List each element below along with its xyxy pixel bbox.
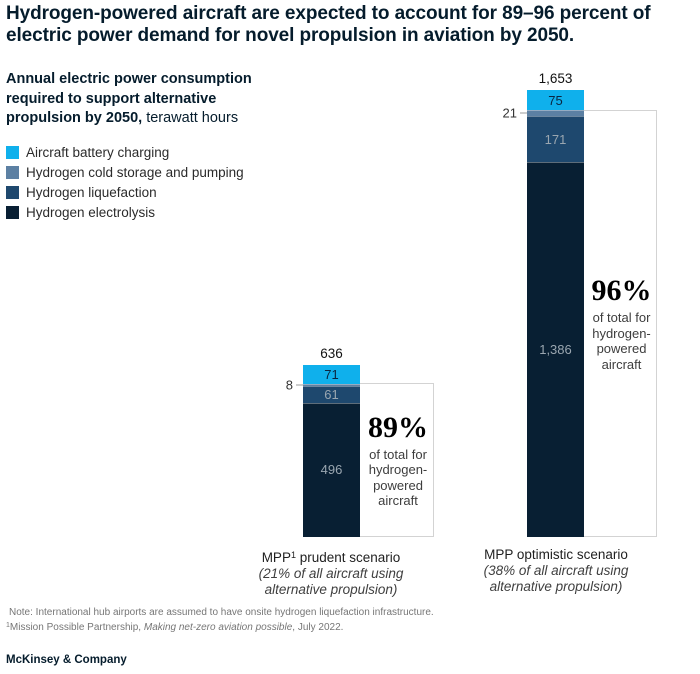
percent-caption: of total for hydrogen-powered aircraft [368, 446, 428, 509]
axis-label-text: prudent scenario [295, 550, 401, 565]
axis-label-sub: (38% of all aircraft using alternative p… [483, 563, 629, 594]
segment-liquefaction: 61 [303, 386, 360, 403]
tick-label: 21 [502, 105, 517, 121]
footnotes: Note: International hub airports are ass… [6, 607, 434, 634]
bar-optimistic-scenario: 1,653 75 21 171 1,386 [503, 71, 584, 537]
footnote-note: Note: International hub airports are ass… [9, 607, 434, 618]
tick-dash [296, 384, 303, 386]
legend-label: Hydrogen liquefaction [26, 184, 157, 200]
tick-cold-storage: 21 [503, 106, 527, 121]
percent-caption: of total for hydrogen-powered aircraft [592, 310, 651, 372]
axis-label-sup: 1 [290, 550, 296, 560]
cold-storage-swatch-icon [6, 165, 19, 179]
tick-cold-storage: 8 [286, 378, 303, 393]
axis-label-main: MPP1 prudent scenario [236, 547, 426, 566]
segment-electrolysis: 496 [303, 402, 360, 537]
percent-value: 89% [368, 410, 428, 444]
legend: Aircraft battery charging Hydrogen cold … [6, 142, 244, 222]
footnote-source-text: , July 2022. [292, 621, 344, 633]
segment-value: 496 [320, 462, 343, 478]
footnote-source-text: Mission Possible Partnership, [9, 621, 144, 633]
axis-label-text: MPP [261, 550, 291, 565]
footnote-source-title: Making net-zero aviation possible [143, 621, 293, 633]
share-box-text: 89% of total for hydrogen-powered aircra… [361, 384, 435, 536]
battery-swatch-icon [6, 145, 19, 159]
liquefaction-swatch-icon [6, 185, 19, 199]
segment-value: 61 [324, 387, 339, 403]
segment-battery-charging: 75 [527, 90, 584, 111]
page-title-line2: electric power demand for novel propulsi… [6, 24, 575, 46]
chart-subtitle: Annual electric power consumption requir… [6, 70, 268, 129]
percent-value: 96% [591, 274, 652, 307]
tick-label: 8 [285, 377, 293, 393]
legend-label: Hydrogen cold storage and pumping [26, 164, 244, 180]
bar-prudent-scenario: 636 71 8 61 496 [286, 346, 360, 537]
tick-dash [520, 112, 527, 114]
legend-item-electrolysis: Hydrogen electrolysis [6, 202, 244, 222]
footnote-source-sup: 1 [6, 621, 10, 629]
electrolysis-swatch-icon [6, 205, 19, 219]
segment-value: 1,386 [539, 342, 572, 358]
share-box-text: 96% of total for hydrogen-powered aircra… [585, 111, 658, 536]
segment-value: 71 [324, 367, 339, 383]
legend-label: Hydrogen electrolysis [26, 204, 156, 220]
segment-battery-charging: 71 [303, 365, 360, 385]
bar-total-label: 1,653 [538, 71, 573, 87]
chart-subtitle-unit: terawatt hours [142, 110, 239, 126]
segment-value: 171 [544, 131, 567, 147]
legend-label: Aircraft battery charging [26, 144, 170, 160]
segment-liquefaction: 171 [527, 116, 584, 163]
bar-total-label: 636 [320, 346, 343, 362]
page-title: Hydrogen-powered aircraft are expected t… [6, 3, 651, 46]
legend-item-battery: Aircraft battery charging [6, 142, 244, 162]
segment-cold-storage: 21 [503, 106, 584, 121]
segment-electrolysis: 1,386 [527, 162, 584, 537]
legend-item-liquefaction: Hydrogen liquefaction [6, 182, 244, 202]
axis-label-optimistic: MPP optimistic scenario (38% of all airc… [461, 547, 651, 595]
axis-label-prudent: MPP1 prudent scenario (21% of all aircra… [236, 547, 426, 598]
segment-cold-storage: 8 [286, 378, 360, 393]
page-title-line1: Hydrogen-powered aircraft are expected t… [6, 3, 651, 24]
segment-value: 75 [548, 92, 563, 108]
axis-label-main: MPP optimistic scenario [484, 547, 628, 562]
legend-item-cold-storage: Hydrogen cold storage and pumping [6, 162, 244, 182]
axis-label-sub: (21% of all aircraft using alternative p… [258, 566, 404, 597]
chart-subtitle-bold: Annual electric power consumption requir… [6, 71, 252, 126]
footnote-source: 1Mission Possible Partnership, Making ne… [6, 620, 434, 635]
mckinsey-brand: McKinsey & Company [6, 654, 127, 666]
